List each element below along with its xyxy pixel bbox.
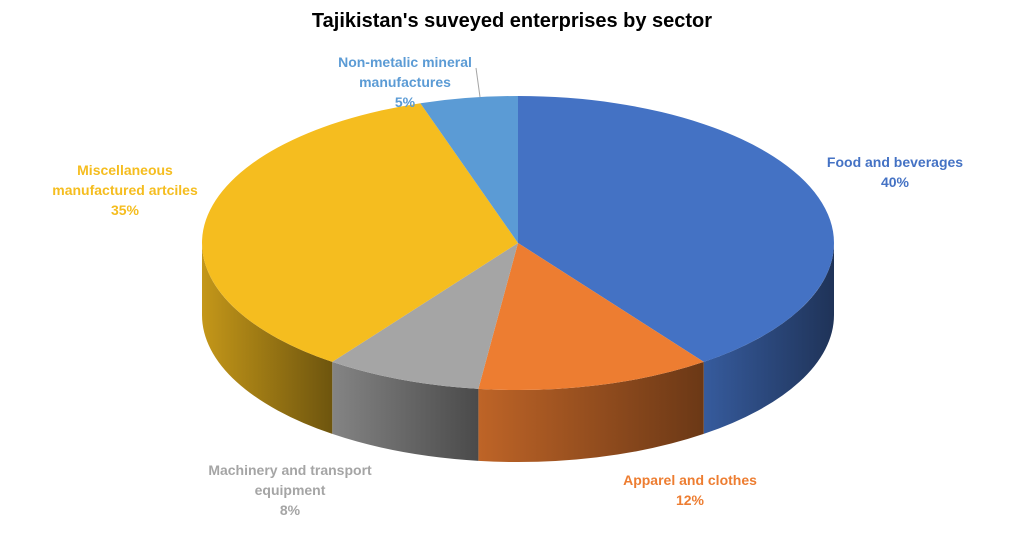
- value-label: 12%: [675, 492, 705, 508]
- value-label: 5%: [394, 94, 416, 110]
- data-label: Apparel and clothes 12%: [580, 470, 800, 510]
- category-label: Machinery and transport equipment: [208, 462, 372, 498]
- slice: [518, 96, 835, 362]
- chart-title: Tajikistan's suveyed enterprises by sect…: [311, 10, 713, 32]
- data-label: Machinery and transport equipment 8%: [190, 460, 390, 520]
- value-label: 35%: [110, 202, 140, 218]
- slice-side: [478, 361, 704, 462]
- value-label: 40%: [880, 174, 910, 190]
- slice-side: [202, 243, 333, 434]
- category-label: Miscellaneous manufactured artciles: [52, 162, 198, 198]
- category-label: Non-metalic mineral manufactures: [338, 54, 472, 90]
- data-label: Non-metalic mineral manufactures 5%: [325, 52, 485, 112]
- slice: [201, 103, 518, 362]
- category-label: Food and beverages: [826, 154, 964, 170]
- slice: [478, 243, 704, 390]
- data-label: Food and beverages 40%: [785, 152, 1005, 192]
- slice-side: [332, 361, 479, 461]
- slice: [420, 96, 518, 243]
- slice-side: [703, 243, 835, 434]
- leader-line: [475, 67, 481, 98]
- slice: [332, 243, 518, 389]
- category-label: Apparel and clothes: [623, 472, 757, 488]
- data-label: Miscellaneous manufactured artciles 35%: [40, 160, 210, 220]
- value-label: 8%: [279, 502, 301, 518]
